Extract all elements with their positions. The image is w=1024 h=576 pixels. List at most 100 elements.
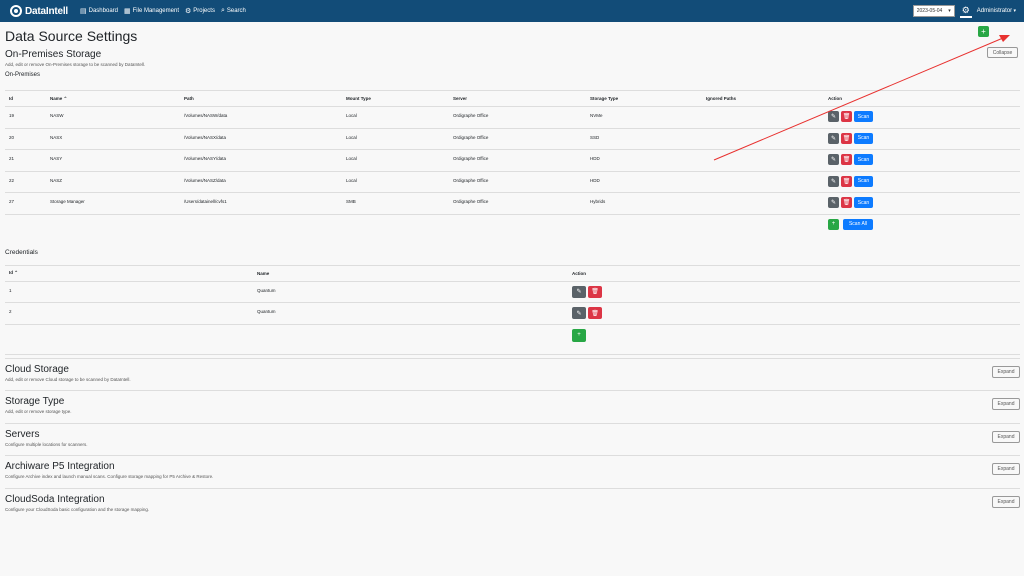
storage-type-section: Storage Type Add, edit or remove storage…: [5, 390, 1020, 423]
credentials-section: Credentials Id ⌃ Name Action 1 Quantum ✎…: [5, 249, 1020, 355]
trash-icon[interactable]: 🗑: [841, 175, 852, 187]
section-desc: Add, edit or remove Cloud storage to be …: [5, 376, 131, 382]
col-storage-type[interactable]: Storage Type: [590, 90, 706, 107]
table-row: 22 NASZ /Volumes/NASZ/data Local Ordigra…: [5, 171, 1020, 193]
edit-icon[interactable]: ✎: [828, 111, 839, 122]
cell-name: NASX: [50, 128, 184, 150]
col-server[interactable]: Server: [453, 90, 590, 107]
brand[interactable]: DataIntell: [10, 5, 68, 17]
edit-icon[interactable]: ✎: [828, 197, 839, 208]
chevron-down-icon: ▾: [948, 8, 951, 14]
scan-all-button[interactable]: Scan All: [843, 218, 873, 230]
credentials-header-row: Id ⌃ Name Action: [5, 264, 1020, 282]
cell-server: Ordigraphe Office: [453, 106, 590, 129]
cell-mount-type: SMB: [346, 192, 453, 215]
date-select[interactable]: 2023-05-04 ▾: [912, 5, 955, 17]
cell-ignored-paths: [706, 128, 828, 150]
section-desc: Configure multiple locations for scanner…: [5, 441, 88, 447]
gear-icon[interactable]: ⚙: [959, 5, 972, 18]
table-row: 20 NASX /Volumes/NASX/data Local Ordigra…: [5, 128, 1020, 150]
cell-path: /Users/datainell/cvfs1: [184, 192, 346, 215]
edit-icon[interactable]: ✎: [828, 154, 839, 165]
cell-path: /Volumes/NASX/data: [184, 128, 346, 150]
col-path[interactable]: Path: [184, 90, 346, 107]
nav-file-management[interactable]: ▦ File Management: [124, 7, 179, 15]
expand-button[interactable]: Expand: [992, 398, 1020, 410]
cell-storage-type: HDD: [590, 149, 706, 172]
add-data-source-button[interactable]: +: [978, 26, 989, 37]
table-row: 1 Quantum ✎ 🗑: [5, 281, 1020, 303]
cell-id: 21: [5, 149, 50, 172]
col-ignored-paths[interactable]: Ignored Paths: [706, 90, 828, 107]
cell-storage-type: SSD: [590, 128, 706, 150]
col-id[interactable]: Id: [5, 90, 50, 107]
expand-button[interactable]: Expand: [992, 430, 1020, 443]
nav-search[interactable]: ⌕ Search: [221, 7, 246, 15]
table-row: 21 NASY /Volumes/NASY/data Local Ordigra…: [5, 149, 1020, 172]
section-desc: Configure your CloudSoda basic configura…: [5, 506, 150, 512]
cell-ignored-paths: [706, 149, 828, 172]
nav-dashboard[interactable]: ▤ Dashboard: [80, 7, 118, 15]
nav-dashboard-label: Dashboard: [88, 8, 118, 14]
scan-button[interactable]: Scan: [854, 175, 873, 187]
cloud-storage-section: Cloud Storage Add, edit or remove Cloud …: [5, 357, 1020, 391]
dashboard-icon: ▤: [80, 8, 87, 15]
cell-name: NASY: [50, 149, 184, 172]
archiware-section: Archiware P5 Integration Configure Archi…: [5, 455, 1020, 488]
scan-button[interactable]: Scan: [854, 111, 873, 122]
projects-icon: ⚙: [184, 8, 192, 15]
add-storage-button[interactable]: +: [828, 218, 839, 230]
trash-icon[interactable]: 🗑: [588, 285, 602, 298]
nav-projects[interactable]: ⚙ Projects: [185, 7, 215, 15]
col-name[interactable]: Name ⌃: [50, 90, 184, 107]
cell-server: Ordigraphe Office: [453, 149, 590, 172]
trash-icon[interactable]: 🗑: [841, 197, 852, 208]
expand-button[interactable]: Expand: [992, 463, 1020, 475]
cloudsoda-section: CloudSoda Integration Configure your Clo…: [5, 487, 1020, 521]
expand-button[interactable]: Expand: [992, 365, 1020, 378]
col-name[interactable]: Name: [257, 264, 572, 282]
cell-action: ✎ 🗑: [572, 281, 1020, 303]
col-id[interactable]: Id ⌃: [5, 264, 257, 282]
nav-links: ▤ Dashboard ▦ File Management ⚙ Projects ⌕ S…: [80, 7, 252, 15]
user-menu[interactable]: Administrator: [977, 8, 1016, 14]
onprem-section: On-Premises Storage Add, edit or remove …: [5, 49, 1020, 236]
table-row: 2 Quantum ✎ 🗑: [5, 302, 1020, 325]
edit-icon[interactable]: ✎: [572, 285, 586, 298]
col-mount-type[interactable]: Mount Type: [346, 90, 453, 107]
scan-button[interactable]: Scan: [854, 197, 873, 208]
scan-button[interactable]: Scan: [854, 132, 873, 144]
edit-icon[interactable]: ✎: [572, 307, 586, 319]
scan-button[interactable]: Scan: [854, 154, 873, 165]
main-content: Data Source Settings On-Premises Storage…: [5, 24, 1020, 520]
cell-action: ✎ 🗑 Scan: [828, 149, 1020, 172]
table-row: 19 NASW /Volumes/NASW/data Local Ordigra…: [5, 106, 1020, 129]
trash-icon[interactable]: 🗑: [588, 307, 602, 319]
cell-name: Quantum: [257, 281, 572, 303]
nav-file-management-label: File Management: [132, 8, 179, 14]
trash-icon[interactable]: 🗑: [841, 154, 852, 165]
cell-path: /Volumes/NASW/data: [184, 106, 346, 129]
cell-mount-type: Local: [346, 128, 453, 150]
section-desc: Configure Archive index and launch manua…: [5, 474, 214, 479]
section-desc: Add, edit or remove storage type.: [5, 409, 72, 414]
cell-action: ✎ 🗑 Scan: [828, 128, 1020, 150]
nav-search-label: Search: [226, 8, 246, 14]
footer-spacer: [5, 214, 828, 236]
edit-icon[interactable]: ✎: [828, 132, 839, 144]
edit-icon[interactable]: ✎: [828, 175, 839, 187]
top-navbar: DataIntell ▤ Dashboard ▦ File Management ⚙…: [0, 0, 1024, 22]
trash-icon[interactable]: 🗑: [841, 111, 852, 122]
credentials-table: Id ⌃ Name Action 1 Quantum ✎ 🗑 2 Quantum …: [5, 264, 1020, 355]
cell-name: Quantum: [257, 302, 572, 325]
cell-name: NASW: [50, 106, 184, 129]
expand-button[interactable]: Expand: [992, 495, 1020, 508]
cell-id: 1: [5, 281, 257, 303]
brand-logo-icon: [10, 5, 22, 17]
add-credential-button[interactable]: +: [572, 328, 586, 342]
trash-icon[interactable]: 🗑: [841, 132, 852, 144]
section-title: Cloud Storage: [5, 363, 69, 375]
cell-path: /Volumes/NASY/data: [184, 149, 346, 172]
cell-mount-type: Local: [346, 171, 453, 193]
cell-storage-type: NVMe: [590, 106, 706, 129]
